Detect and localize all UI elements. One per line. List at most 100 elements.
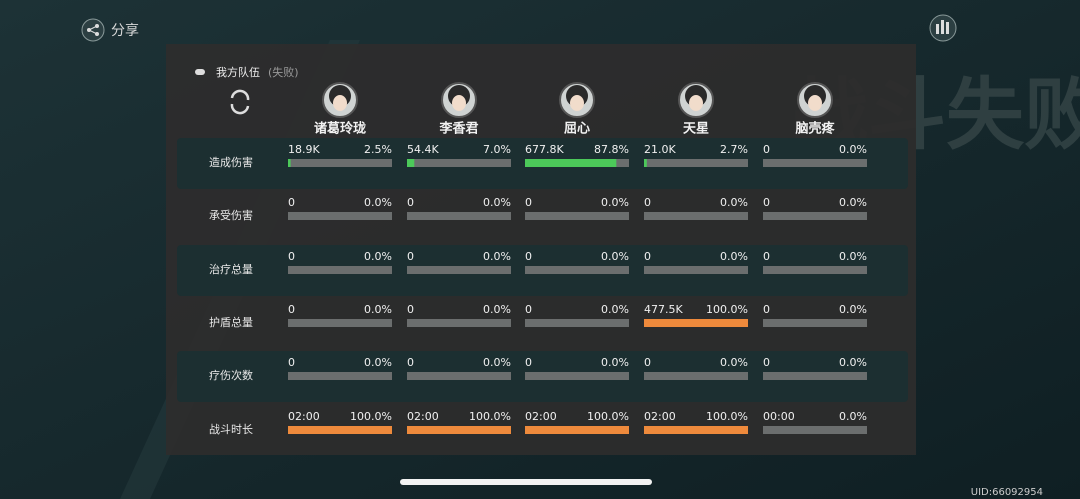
stat-value: 0 [525,196,532,209]
stat-percent: 0.0% [483,250,511,263]
stat-percent: 100.0% [469,410,511,423]
result-label: (失败) [268,65,299,79]
stat-value: 0 [288,303,295,316]
team-label: 我方队伍 [216,65,260,79]
avatar-face [452,95,466,111]
bar-track [288,372,392,380]
stat-value: 0 [525,250,532,263]
stat-value: 0 [644,356,651,369]
bar-track [763,159,867,167]
stat-value: 02:00 [407,410,439,423]
bar-track [644,212,748,220]
bar-track [644,266,748,274]
stat-value: 0 [288,356,295,369]
stat-percent: 0.0% [601,303,629,316]
stat-percent: 100.0% [706,303,748,316]
home-indicator [400,479,652,485]
stat-label: 疗伤次数 [209,368,253,382]
stat-value: 02:00 [525,410,557,423]
stat-value: 0 [525,356,532,369]
bar-track [763,426,867,434]
stat-value: 0 [763,356,770,369]
bar-fill [525,426,629,434]
stat-percent: 2.5% [364,143,392,156]
stat-percent: 2.7% [720,143,748,156]
stat-value: 0 [763,303,770,316]
stat-label: 造成伤害 [209,155,253,169]
stat-value: 0 [407,356,414,369]
bar-track [288,159,392,167]
stat-value: 0 [525,303,532,316]
stat-value: 18.9K [288,143,320,156]
stat-percent: 0.0% [483,196,511,209]
toggle-icon[interactable] [195,69,205,75]
stat-percent: 0.0% [364,196,392,209]
share-button[interactable]: 分享 [81,18,139,42]
stat-percent: 0.0% [839,196,867,209]
stat-value: 0 [763,250,770,263]
stat-value: 477.5K [644,303,683,316]
bar-track [288,319,392,327]
bar-track [763,372,867,380]
avatar-face [570,95,584,111]
bar-fill [525,159,617,167]
stat-label: 承受伤害 [209,208,253,222]
stats-button[interactable] [929,14,957,42]
stat-percent: 0.0% [839,250,867,263]
stat-value: 21.0K [644,143,676,156]
stat-percent: 0.0% [601,356,629,369]
stat-percent: 100.0% [587,410,629,423]
bar-fill [407,426,511,434]
bar-track [407,372,511,380]
stat-percent: 100.0% [706,410,748,423]
bar-fill [644,159,647,167]
stat-value: 0 [407,250,414,263]
stat-value: 02:00 [288,410,320,423]
stat-percent: 7.0% [483,143,511,156]
stat-value: 00:00 [763,410,795,423]
character-name: 屈心 [564,122,590,137]
bar-track [525,212,629,220]
bar-track [525,372,629,380]
bar-fill [644,426,748,434]
stat-percent: 87.8% [594,143,629,156]
bar-track [407,159,511,167]
stat-percent: 0.0% [483,303,511,316]
bar-track [288,266,392,274]
stat-value: 0 [644,250,651,263]
bar-track [763,212,867,220]
stat-percent: 0.0% [601,250,629,263]
bar-track [525,266,629,274]
bar-track [644,372,748,380]
bar-track [644,159,748,167]
bar-track [407,319,511,327]
stat-label: 战斗时长 [209,423,253,436]
share-label[interactable]: 分享 [111,22,139,39]
character-name: 诸葛玲珑 [314,121,366,137]
character-name: 脑壳疼 [795,121,835,137]
stat-percent: 0.0% [364,303,392,316]
stat-value: 54.4K [407,143,439,156]
stat-percent: 0.0% [839,410,867,423]
stat-label: 护盾总量 [209,315,253,329]
stat-percent: 0.0% [720,250,748,263]
stat-value: 0 [763,143,770,156]
avatar-face [808,95,822,111]
refresh-button[interactable] [230,89,250,115]
stat-percent: 0.0% [601,196,629,209]
bar-track [407,212,511,220]
stat-percent: 0.0% [720,196,748,209]
uid: UID:66092954 [971,487,1043,498]
bar-track [288,212,392,220]
bar-track [763,266,867,274]
stat-percent: 0.0% [839,356,867,369]
stat-percent: 0.0% [839,303,867,316]
stat-value: 02:00 [644,410,676,423]
bar-track [407,266,511,274]
bar-track [525,319,629,327]
bar-fill [644,319,748,327]
stat-percent: 100.0% [350,410,392,423]
stat-value: 0 [763,196,770,209]
bar-fill [407,159,415,167]
